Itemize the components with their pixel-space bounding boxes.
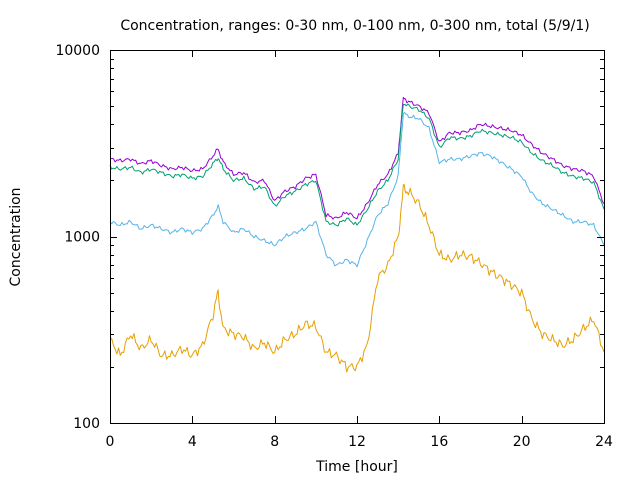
y-tick-label: 10000 (55, 43, 100, 59)
x-tick-label: 12 (348, 434, 366, 450)
y-axis: 100 1000 10000 (55, 43, 604, 432)
series-line-3 (109, 112, 605, 268)
x-axis-label: Time [hour] (315, 459, 398, 475)
chart-title: Concentration, ranges: 0-30 nm, 0-100 nm… (120, 18, 589, 34)
x-tick-label: 8 (270, 434, 279, 450)
series-line-4 (109, 184, 605, 373)
series-layer (109, 97, 605, 373)
x-tick-label: 20 (513, 434, 531, 450)
y-tick-label: 100 (73, 416, 100, 432)
x-axis: 0 4 8 12 16 20 24 (106, 50, 613, 450)
y-axis-label: Concentration (8, 187, 24, 286)
series-line-1 (109, 97, 605, 220)
series-line-2 (109, 103, 605, 227)
y-tick-label: 1000 (64, 230, 100, 246)
x-tick-label: 4 (188, 434, 197, 450)
plot-frame (110, 50, 605, 424)
x-tick-label: 24 (595, 434, 613, 450)
x-tick-label: 0 (106, 434, 115, 450)
x-tick-label: 16 (430, 434, 448, 450)
